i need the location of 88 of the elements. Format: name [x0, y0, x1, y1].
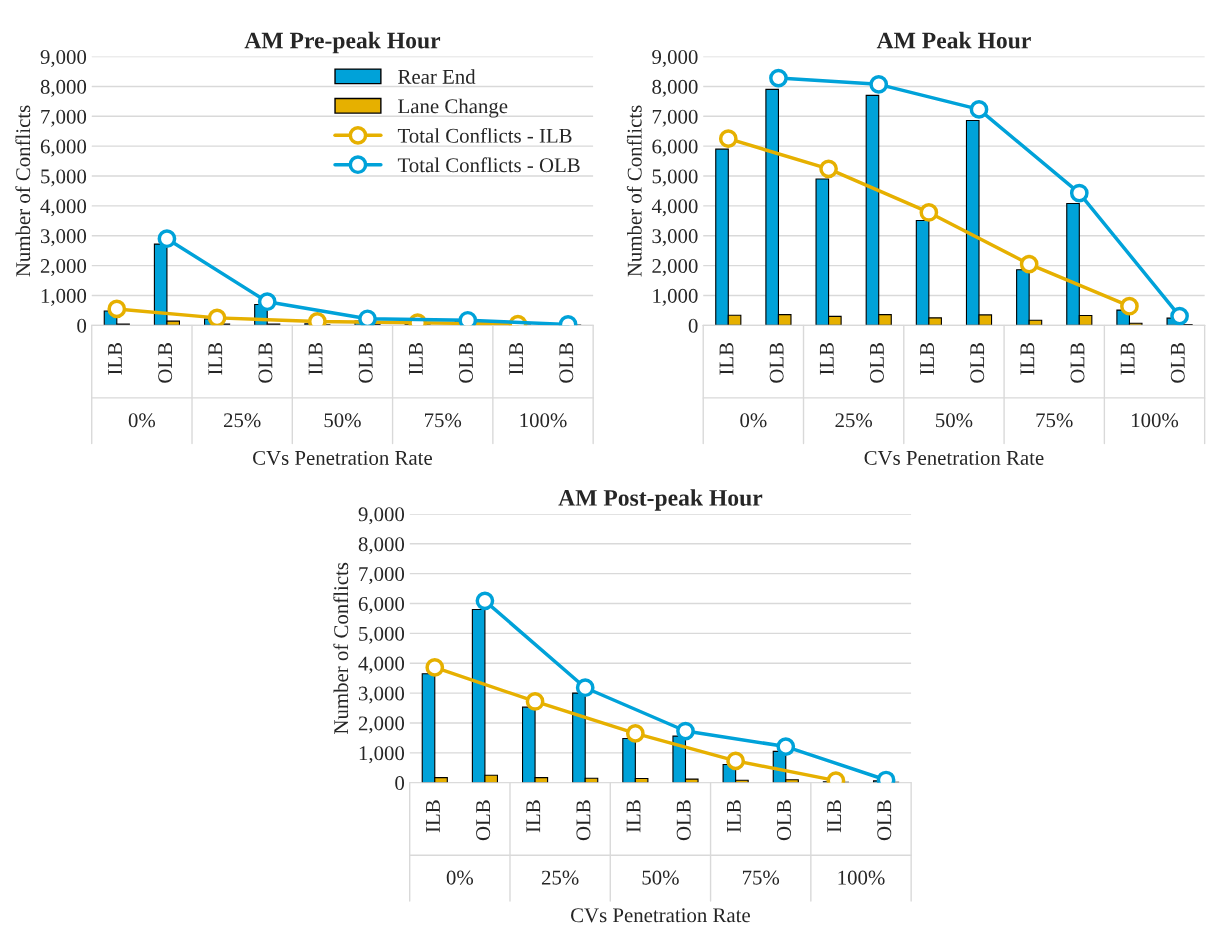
text: 25%: [223, 413, 261, 428]
legend-label: Total Conflicts - ILB: [397, 127, 572, 143]
x-tick-label: ILB: [426, 800, 440, 833]
y-tick-label: 6,000: [40, 139, 87, 157]
y-tick-label: 1,000: [653, 288, 698, 306]
x-tick-label: ILB: [626, 800, 641, 833]
x-tick-label: OLB: [1170, 343, 1185, 383]
x-tick-label: OLB: [158, 343, 173, 383]
x-tick-label: OLB: [769, 343, 784, 383]
legend-label: Lane Change: [398, 98, 508, 118]
text: 25%: [541, 870, 579, 885]
x-tick-label: OLB: [459, 343, 474, 383]
x-axis-title: CVs Penetration Rate: [864, 450, 1044, 466]
y-tick-label: 6,000: [652, 139, 698, 157]
y-tick-label: 8,000: [358, 537, 405, 555]
x-tick-label: OLB: [358, 343, 373, 383]
y-tick-label: 0: [395, 776, 405, 791]
x-tick-label: ILB: [920, 343, 934, 375]
text: 0%: [128, 413, 156, 428]
y-tick-label: 7,000: [41, 109, 87, 127]
x-tick-label: ILB: [819, 343, 834, 375]
y-axis-title: Number of Conflicts: [333, 562, 349, 734]
chart-title: AM Peak Hour: [876, 31, 1031, 49]
text: 0%: [740, 413, 767, 428]
text: 75%: [425, 413, 462, 428]
x-tick-label: ILB: [208, 343, 223, 375]
y-axis-title: Number of Conflicts: [626, 105, 642, 277]
y-tick-label: 4,000: [40, 199, 87, 217]
text: 100%: [838, 870, 885, 885]
x-tick-label: ILB: [509, 343, 524, 375]
legend-label: Rear End: [398, 69, 476, 84]
x-axis-title: CVs Penetration Rate: [571, 908, 750, 923]
y-tick-label: 2,000: [652, 258, 698, 277]
x-tick-label: ILB: [1120, 343, 1135, 375]
y-tick-label: 5,000: [652, 169, 698, 187]
y-tick-label: 7,000: [652, 109, 698, 127]
x-axis-title: CVs Penetration Rate: [253, 450, 432, 466]
x-tick-label: OLB: [559, 343, 574, 383]
y-tick-label: 8,000: [40, 79, 87, 97]
x-tick-label: OLB: [776, 800, 791, 841]
y-tick-label: 5,000: [359, 626, 405, 644]
text: 50%: [642, 870, 679, 885]
y-tick-label: 4,000: [651, 199, 698, 217]
x-tick-label: OLB: [869, 343, 884, 383]
text: 50%: [324, 413, 361, 428]
chart-title: AM Pre-peak Hour: [244, 31, 441, 54]
y-tick-label: 5,000: [41, 169, 87, 187]
x-tick-label: ILB: [727, 800, 741, 833]
x-tick-label: ILB: [308, 343, 323, 375]
text: 75%: [742, 870, 780, 885]
y-tick-label: 1,000: [41, 288, 87, 306]
text: 75%: [1036, 413, 1073, 428]
y-tick-label: 9,000: [40, 49, 87, 68]
text: 25%: [835, 413, 873, 428]
text: 100%: [1132, 413, 1179, 428]
x-tick-label: ILB: [526, 800, 541, 833]
y-tick-label: 3,000: [40, 229, 87, 247]
y-tick-label: 6,000: [358, 596, 405, 614]
text: 100%: [520, 413, 567, 428]
x-tick-label: OLB: [576, 800, 591, 841]
x-tick-label: OLB: [476, 800, 491, 841]
y-tick-label: 9,000: [652, 49, 698, 68]
y-tick-label: 7,000: [359, 567, 405, 585]
x-tick-label: OLB: [970, 343, 985, 383]
x-tick-label: ILB: [719, 343, 734, 375]
x-tick-label: ILB: [409, 343, 423, 375]
x-tick-label: ILB: [108, 343, 122, 375]
legend-label: Total Conflicts - OLB: [397, 157, 580, 173]
y-tick-label: 3,000: [358, 686, 405, 704]
x-tick-label: OLB: [676, 800, 691, 841]
y-tick-label: 8,000: [652, 79, 698, 97]
x-tick-label: OLB: [1070, 343, 1085, 383]
text: 50%: [936, 413, 973, 428]
y-tick-label: 1,000: [359, 746, 405, 764]
y-tick-label: 3,000: [652, 229, 698, 247]
y-tick-label: 0: [77, 318, 87, 333]
x-tick-label: OLB: [258, 343, 273, 383]
y-tick-label: 2,000: [40, 258, 87, 277]
y-tick-label: 0: [688, 318, 698, 333]
y-tick-label: 9,000: [358, 507, 405, 525]
text: 0%: [446, 870, 474, 885]
x-tick-label: OLB: [877, 800, 892, 841]
y-axis-title: Number of Conflicts: [15, 105, 31, 277]
x-tick-label: ILB: [827, 800, 841, 833]
x-tick-label: ILB: [1020, 343, 1035, 375]
y-tick-label: 2,000: [358, 716, 405, 734]
y-tick-label: 4,000: [358, 656, 405, 674]
chart-title: AM Post-peak Hour: [558, 489, 763, 511]
